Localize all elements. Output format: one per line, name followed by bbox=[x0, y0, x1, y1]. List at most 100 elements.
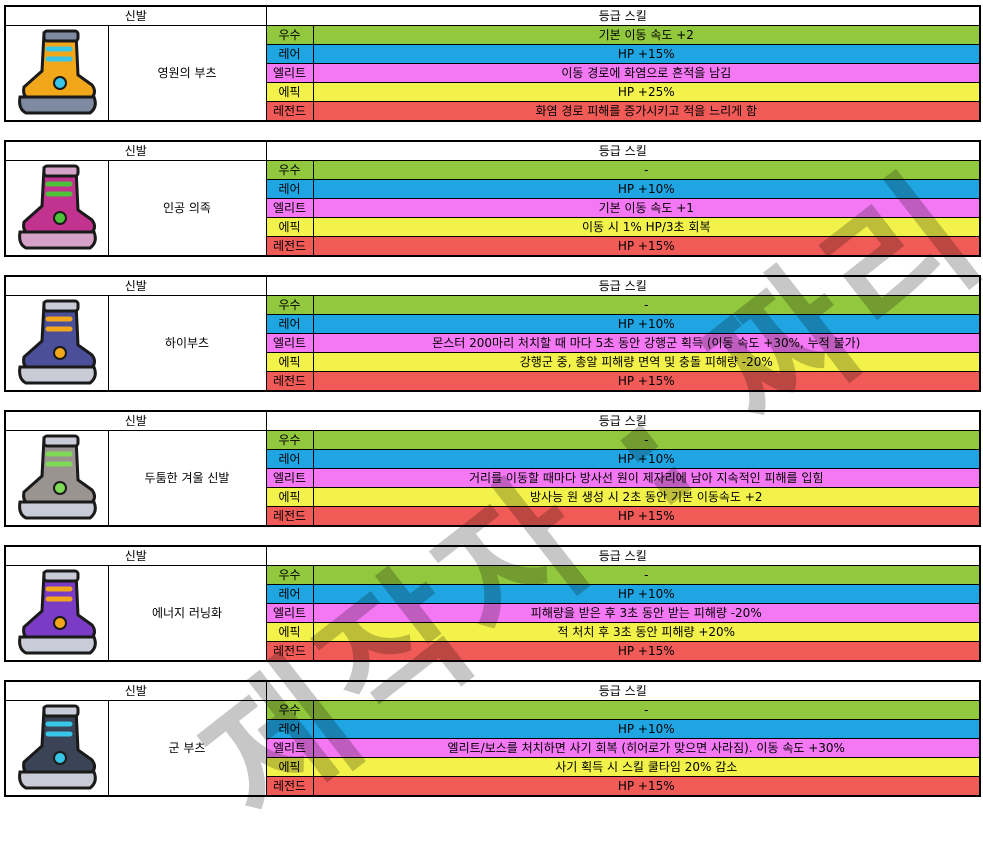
item-name: 두툼한 겨울 신발 bbox=[107, 430, 267, 527]
skill-text: 방사능 원 생성 시 2초 동안 기본 이동속도 +2 bbox=[312, 487, 981, 507]
grade-label: 레어 bbox=[265, 719, 314, 739]
table-header-row: 신발 등급 스킬 bbox=[4, 140, 981, 161]
skill-text: HP +15% bbox=[312, 371, 981, 392]
skill-header: 등급 스킬 bbox=[265, 410, 981, 431]
grade-label: 에픽 bbox=[265, 622, 314, 642]
skill-text: HP +15% bbox=[312, 44, 981, 64]
skill-text: HP +15% bbox=[312, 776, 981, 797]
table-row: 레어 HP +10% bbox=[5, 719, 981, 739]
table-row: 엘리트 거리를 이동할 때마다 방사선 원이 제자리에 남아 지속적인 피해를 입… bbox=[5, 468, 981, 488]
item-image bbox=[4, 700, 109, 797]
skill-header: 등급 스킬 bbox=[265, 140, 981, 161]
grade-label: 에픽 bbox=[265, 487, 314, 507]
grade-label: 레전드 bbox=[265, 776, 314, 797]
table-row: 레전드 HP +15% bbox=[5, 506, 981, 527]
grade-label: 엘리트 bbox=[265, 63, 314, 83]
grade-label: 레전드 bbox=[265, 506, 314, 527]
table-row: 엘리트 몬스터 200마리 처치할 때 마다 5초 동안 강행군 획득 (이동 속… bbox=[5, 333, 981, 353]
table-row: 인공 의족 우수 - bbox=[4, 160, 981, 257]
table-row: 영원의 부츠 우수 기본 이동 속도 +2 bbox=[4, 25, 981, 122]
table-row: 에픽 적 처치 후 3초 동안 피해량 +20% bbox=[5, 622, 981, 642]
item-table: 신발 등급 스킬 군 부츠 우수 - 레어 HP +10% 엘리트 엘리트/보스를 처치하면 사… bbox=[4, 680, 982, 797]
grade-label: 우수 bbox=[265, 430, 314, 450]
grade-label: 레전드 bbox=[265, 236, 314, 257]
table-row: 에픽 이동 시 1% HP/3초 회복 bbox=[5, 217, 981, 237]
slot-header: 신발 bbox=[4, 410, 267, 431]
skill-header: 등급 스킬 bbox=[265, 275, 981, 296]
table-row: 에픽 방사능 원 생성 시 2초 동안 기본 이동속도 +2 bbox=[5, 487, 981, 507]
grade-label: 우수 bbox=[265, 160, 314, 180]
skill-text: 기본 이동 속도 +1 bbox=[312, 198, 981, 218]
equipment-tables: 신발 등급 스킬 영원의 부츠 우수 기본 이동 속도 +2 레어 HP +15% 엘리트 이동… bbox=[4, 5, 982, 815]
grade-label: 우수 bbox=[265, 295, 314, 315]
skill-text: 적 처치 후 3초 동안 피해량 +20% bbox=[312, 622, 981, 642]
skill-text: HP +10% bbox=[312, 584, 981, 604]
grade-label: 레전드 bbox=[265, 371, 314, 392]
table-row: 에픽 강행군 중, 총알 피해량 면역 및 충돌 피해량 -20% bbox=[5, 352, 981, 372]
grade-label: 레어 bbox=[265, 314, 314, 334]
item-image bbox=[4, 565, 109, 662]
skill-text: 몬스터 200마리 처치할 때 마다 5초 동안 강행군 획득 (이동 속도 +… bbox=[312, 333, 981, 353]
table-header-row: 신발 등급 스킬 bbox=[4, 680, 981, 701]
item-table: 신발 등급 스킬 에너지 러닝화 우수 - 레어 HP +10% 엘리트 피해량을 받은 후 3… bbox=[4, 545, 982, 662]
skill-text: HP +15% bbox=[312, 236, 981, 257]
skill-text: HP +15% bbox=[312, 506, 981, 527]
pink-spiked-boot-icon bbox=[17, 164, 97, 250]
grade-label: 에픽 bbox=[265, 757, 314, 777]
table-row: 레전드 HP +15% bbox=[5, 776, 981, 797]
skill-text: - bbox=[312, 430, 981, 450]
skill-text: HP +10% bbox=[312, 314, 981, 334]
slot-header: 신발 bbox=[4, 275, 267, 296]
item-image bbox=[4, 295, 109, 392]
skill-text: 엘리트/보스를 처치하면 사기 회복 (히어로가 맞으면 사라짐). 이동 속도… bbox=[312, 738, 981, 758]
skill-text: 이동 시 1% HP/3초 회복 bbox=[312, 217, 981, 237]
grade-label: 레어 bbox=[265, 584, 314, 604]
table-row: 레전드 HP +15% bbox=[5, 641, 981, 662]
grade-label: 엘리트 bbox=[265, 468, 314, 488]
blue-military-boot-icon bbox=[17, 704, 97, 790]
grade-label: 레전드 bbox=[265, 641, 314, 662]
slot-header: 신발 bbox=[4, 5, 267, 26]
grade-label: 에픽 bbox=[265, 352, 314, 372]
table-row: 레어 HP +10% bbox=[5, 584, 981, 604]
grade-label: 엘리트 bbox=[265, 603, 314, 623]
item-table: 신발 등급 스킬 두툼한 겨울 신발 우수 - 레어 HP +10% 엘리트 거리를 이동할 때… bbox=[4, 410, 982, 527]
table-row: 레어 HP +15% bbox=[5, 44, 981, 64]
table-row: 두툼한 겨울 신발 우수 - bbox=[4, 430, 981, 527]
table-row: 에픽 HP +25% bbox=[5, 82, 981, 102]
grade-label: 레어 bbox=[265, 44, 314, 64]
item-name: 인공 의족 bbox=[107, 160, 267, 257]
table-row: 엘리트 피해량을 받은 후 3초 동안 받는 피해량 -20% bbox=[5, 603, 981, 623]
item-name: 에너지 러닝화 bbox=[107, 565, 267, 662]
purple-high-boot-icon bbox=[17, 299, 97, 385]
skill-text: HP +10% bbox=[312, 179, 981, 199]
table-header-row: 신발 등급 스킬 bbox=[4, 5, 981, 26]
grade-label: 에픽 bbox=[265, 82, 314, 102]
item-table: 신발 등급 스킬 하이부츠 우수 - 레어 HP +10% 엘리트 몬스터 200마리 처치할 … bbox=[4, 275, 982, 392]
grade-label: 엘리트 bbox=[265, 738, 314, 758]
skill-text: - bbox=[312, 295, 981, 315]
item-name: 군 부츠 bbox=[107, 700, 267, 797]
skill-header: 등급 스킬 bbox=[265, 545, 981, 566]
item-table: 신발 등급 스킬 영원의 부츠 우수 기본 이동 속도 +2 레어 HP +15% 엘리트 이동… bbox=[4, 5, 982, 122]
grade-label: 우수 bbox=[265, 700, 314, 720]
slot-header: 신발 bbox=[4, 140, 267, 161]
purple-energy-sneaker-icon bbox=[17, 569, 97, 655]
table-row: 에너지 러닝화 우수 - bbox=[4, 565, 981, 662]
table-row: 엘리트 엘리트/보스를 처치하면 사기 회복 (히어로가 맞으면 사라짐). 이동… bbox=[5, 738, 981, 758]
slot-header: 신발 bbox=[4, 545, 267, 566]
golden-winged-boot-icon bbox=[17, 29, 97, 115]
table-row: 레전드 HP +15% bbox=[5, 236, 981, 257]
item-image bbox=[4, 160, 109, 257]
skill-text: 피해량을 받은 후 3초 동안 받는 피해량 -20% bbox=[312, 603, 981, 623]
item-name: 영원의 부츠 bbox=[107, 25, 267, 122]
skill-text: 사기 획득 시 스킬 쿨타임 20% 감소 bbox=[312, 757, 981, 777]
table-row: 레전드 HP +15% bbox=[5, 371, 981, 392]
item-image bbox=[4, 25, 109, 122]
table-header-row: 신발 등급 스킬 bbox=[4, 410, 981, 431]
table-header-row: 신발 등급 스킬 bbox=[4, 545, 981, 566]
table-row: 하이부츠 우수 - bbox=[4, 295, 981, 392]
skill-text: - bbox=[312, 160, 981, 180]
grade-label: 에픽 bbox=[265, 217, 314, 237]
grade-label: 레전드 bbox=[265, 101, 314, 122]
